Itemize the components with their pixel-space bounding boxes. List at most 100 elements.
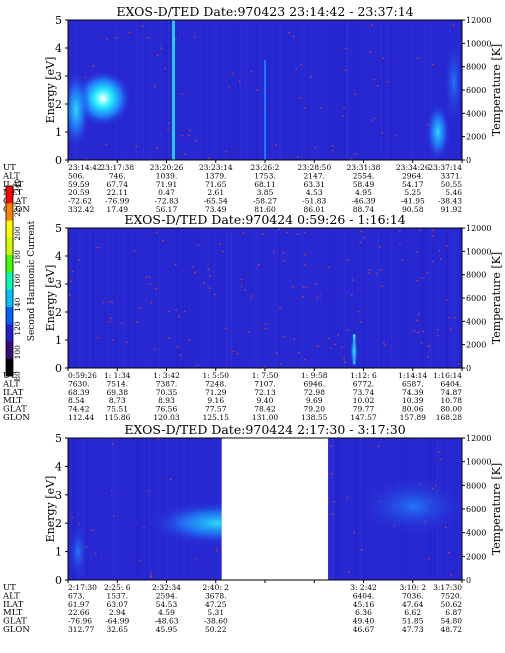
noise-speck [188,339,191,341]
noise-speck [111,443,114,445]
noise-speck [248,331,250,333]
texture-streak [246,20,248,160]
row-value-ilat: 63.31 [304,180,325,189]
noise-speck [279,307,281,309]
noise-speck [232,350,235,352]
texture-streak [124,228,126,368]
row-value-alt: 6404. [353,591,374,600]
noise-speck [316,297,319,299]
y2-tick-label: 2000 [466,552,486,561]
y2-tick-label: 2000 [466,133,486,142]
row-value-glon: 90.58 [402,205,424,214]
texture-streak [108,228,110,368]
noise-speck [168,337,171,339]
noise-speck [426,356,429,358]
texture-streak [391,228,393,368]
row-value-glat: 77.57 [205,405,227,414]
texture-streak [130,20,132,160]
texture-streak [237,20,239,160]
row-value-ut: 1: 1:34 [104,371,131,380]
noise-speck [383,342,385,344]
texture-streak [218,20,220,160]
noise-speck [331,513,334,515]
texture-streak [331,438,333,580]
noise-speck [154,85,156,88]
row-value-ilat: 59.59 [68,180,90,189]
noise-speck [343,107,345,109]
row-value-glat: -48.63 [154,617,178,626]
vertical-burst [264,60,266,160]
noise-speck [111,490,113,492]
noise-speck [240,278,243,281]
noise-speck [238,80,241,82]
texture-streak [167,20,169,160]
texture-streak [280,20,282,160]
texture-streak [364,20,366,160]
y2-tick-label: 0 [466,364,471,373]
y2-axis-label: Temperature [K] [490,252,503,344]
y2-tick-label: 4000 [466,109,486,118]
y2-tick-label: 0 [466,156,471,165]
texture-streak [87,438,89,580]
noise-speck [192,266,194,268]
row-value-glon: 32.65 [107,625,129,634]
noise-speck [184,153,186,155]
texture-streak [404,228,406,368]
noise-speck [156,147,159,149]
noise-speck [136,321,138,323]
colorbar-label: Second Harmonic Current [27,220,37,341]
texture-streak [335,438,337,580]
row-value-glat: 49.40 [353,617,375,626]
noise-speck [70,280,72,282]
texture-streak [95,438,97,580]
row-value-glon: 115.86 [104,413,130,422]
noise-speck [94,553,97,555]
row-value-mlt: 3.85 [257,188,274,197]
row-value-mlt: 4.95 [355,188,372,197]
noise-speck [334,343,337,346]
texture-streak [331,228,333,368]
noise-speck [343,361,346,363]
noise-speck [382,57,385,59]
intensity-blob [444,36,462,127]
texture-streak [177,228,179,368]
y-tick-label: 3 [55,70,62,83]
row-label-glat: GLAT [3,617,27,627]
texture-streak [260,228,262,368]
y-tick-label: 2 [55,98,62,111]
colorbar-segment [6,255,13,273]
row-value-glat: -64.99 [105,617,129,626]
noise-speck [419,229,421,231]
texture-streak [81,438,83,580]
row-value-ilat: 50.55 [441,180,463,189]
noise-speck [452,24,455,26]
y-tick-label: 5 [55,432,62,445]
colorbar-segment [6,203,13,222]
y2-axis-label: Temperature [K] [490,44,503,136]
noise-speck [178,316,180,318]
row-value-ilat: 74.39 [402,388,424,397]
row-value-ut: 23:37:14 [428,163,462,172]
noise-speck [250,297,252,299]
row-value-mlt: 22.11 [107,188,128,197]
y-tick-label: 1 [55,126,62,139]
row-value-mlt: 4.53 [306,188,323,197]
noise-speck [399,230,401,232]
row-value-glat: 79.77 [353,405,375,414]
noise-speck [112,339,114,341]
texture-streak [73,438,75,580]
noise-speck [176,346,179,348]
row-value-ut: 0:59:26 [68,371,97,380]
colorbar: 80 100 120 140 160 180 200 220 240 Second Harmoni… [5,179,37,381]
noise-speck [420,342,423,344]
noise-speck [236,353,239,355]
row-value-ilat: 61.97 [68,600,90,609]
texture-streak [421,228,423,368]
texture-streak [125,438,127,580]
row-value-mlt: 8.73 [109,396,126,405]
row-value-mlt: 6.36 [355,608,372,617]
row-value-alt: 1379. [205,171,226,180]
noise-speck [341,115,344,117]
texture-streak [300,20,302,160]
texture-streak [210,228,212,368]
